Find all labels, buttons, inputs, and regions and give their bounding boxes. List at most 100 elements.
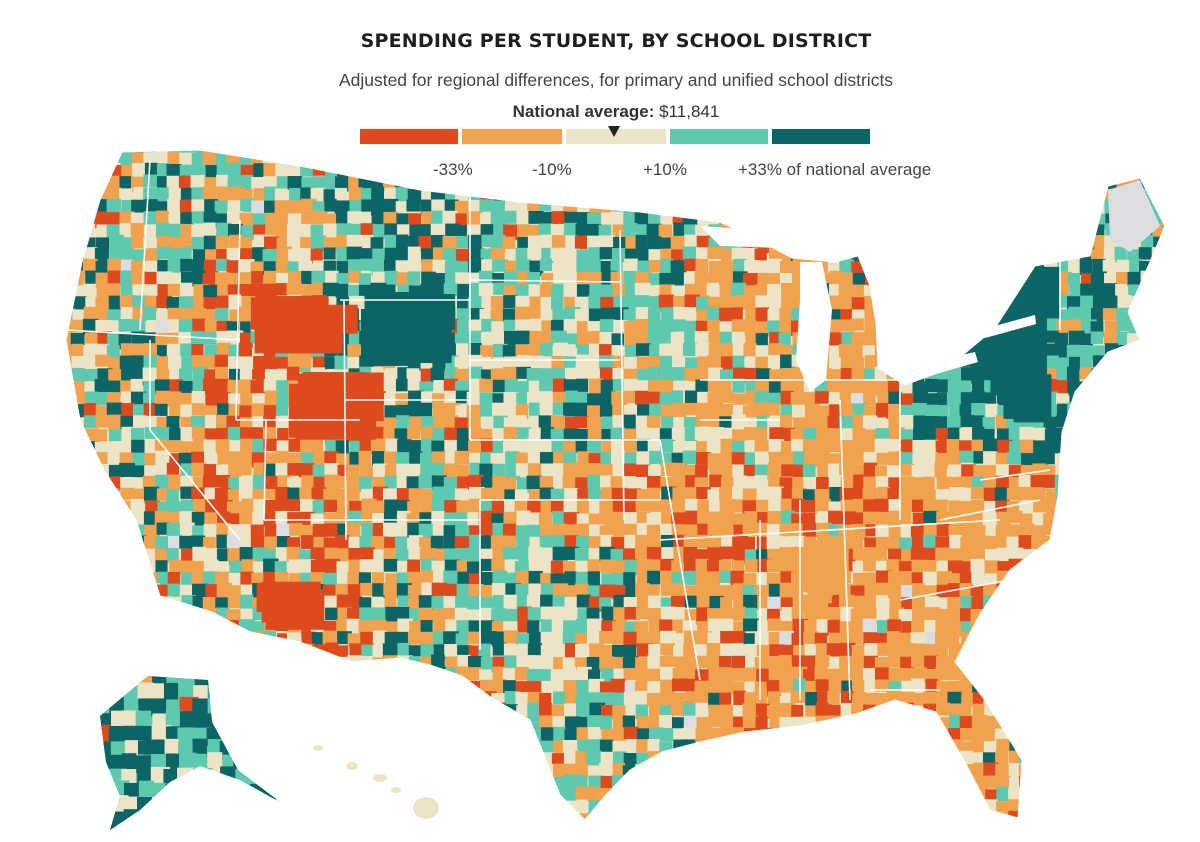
- district-cell: [444, 739, 461, 753]
- district-cell: [685, 402, 701, 416]
- district-cell: [1175, 151, 1187, 165]
- district-cell: [215, 645, 229, 660]
- district-cell: [1162, 739, 1165, 753]
- district-cell: [515, 344, 530, 357]
- district-cell: [1116, 740, 1131, 754]
- district-cell: [720, 597, 733, 610]
- district-cell: [1139, 535, 1153, 550]
- district-cell: [744, 440, 758, 454]
- district-cell: [66, 427, 74, 444]
- district-cell: [83, 572, 99, 586]
- district-cell: [875, 536, 889, 551]
- district-cell: [1007, 643, 1021, 657]
- district-cell: [121, 619, 137, 632]
- district-cell: [673, 762, 687, 778]
- district-cell: [66, 777, 75, 790]
- district-cell: [780, 390, 794, 405]
- district-cell: [767, 187, 781, 203]
- district-cell: [239, 547, 254, 562]
- district-cell: [66, 403, 75, 418]
- district-cell: [528, 428, 542, 442]
- district-cell: [624, 452, 640, 466]
- district-cell: [444, 391, 457, 407]
- district-cell: [649, 344, 663, 360]
- district-cell: [480, 741, 494, 755]
- district-cell: [1055, 753, 1069, 768]
- district-cell: [635, 272, 652, 285]
- district-cell: [1127, 596, 1143, 609]
- district-cell: [192, 318, 206, 334]
- district-cell: [1163, 560, 1165, 574]
- district-cell: [757, 740, 770, 756]
- district-cell: [287, 463, 300, 476]
- district-cell: [383, 583, 399, 596]
- district-cell: [527, 463, 543, 478]
- district-cell: [155, 151, 169, 165]
- district-cell: [576, 151, 590, 167]
- district-cell: [240, 668, 256, 684]
- district-cell: [1126, 691, 1141, 707]
- district-cell: [263, 236, 280, 253]
- district-cell: [95, 512, 112, 528]
- district-cell: [95, 414, 110, 428]
- district-cell: [119, 355, 133, 371]
- district-cell: [1031, 714, 1045, 731]
- district-cell: [1128, 368, 1142, 383]
- district-cell: [324, 738, 339, 752]
- district-cell: [1067, 273, 1081, 287]
- district-cell: [66, 415, 76, 430]
- district-cell: [816, 764, 831, 777]
- district-cell: [576, 284, 592, 298]
- district-cell: [876, 704, 892, 720]
- district-cell: [492, 752, 507, 768]
- district-cell: [347, 655, 362, 670]
- district-cell: [313, 450, 328, 466]
- district-cell: [215, 236, 230, 251]
- district-cell: [228, 368, 243, 383]
- district-cell: [1020, 210, 1035, 224]
- district-cell: [145, 415, 160, 428]
- district-cell: [623, 440, 637, 454]
- district-cell: [1045, 548, 1058, 563]
- district-cell: [167, 151, 181, 166]
- district-cell: [1176, 680, 1191, 693]
- district-cell: [539, 763, 554, 778]
- district-cell: [1055, 693, 1070, 707]
- district-cell: [359, 559, 374, 573]
- district-cell: [323, 764, 336, 779]
- district-cell: [310, 237, 325, 251]
- district-cell: [1141, 715, 1154, 730]
- district-cell: [671, 285, 686, 300]
- district-cell: [121, 368, 135, 382]
- district-cell: [1176, 656, 1189, 669]
- district-cell: [515, 295, 529, 309]
- district-cell: [515, 716, 528, 729]
- district-cell: [443, 283, 459, 297]
- district-cell: [575, 354, 591, 369]
- district-cell: [719, 679, 734, 694]
- district-cell: [383, 427, 396, 441]
- district-cell: [456, 308, 469, 321]
- district-cell: [289, 738, 303, 755]
- district-cell: [647, 366, 662, 381]
- district-cell: [96, 285, 111, 299]
- district-cell: [517, 151, 530, 168]
- district-cell: [241, 174, 254, 190]
- district-cell: [120, 572, 137, 588]
- district-cell: [995, 691, 1010, 707]
- district-cell: [239, 284, 254, 297]
- district-cell: [455, 248, 472, 264]
- district-cell: [527, 343, 543, 357]
- district-cell: [226, 247, 240, 260]
- district-cell: [1080, 740, 1094, 756]
- district-cell: [1069, 392, 1086, 408]
- district-cell: [706, 643, 721, 658]
- district-cell: [384, 247, 398, 262]
- district-cell: [1117, 571, 1133, 588]
- district-cell: [574, 235, 590, 250]
- district-cell: [647, 499, 662, 512]
- district-cell: [611, 345, 624, 358]
- district-cell: [610, 427, 626, 444]
- district-cell: [1140, 367, 1157, 383]
- district-cell: [995, 187, 1011, 203]
